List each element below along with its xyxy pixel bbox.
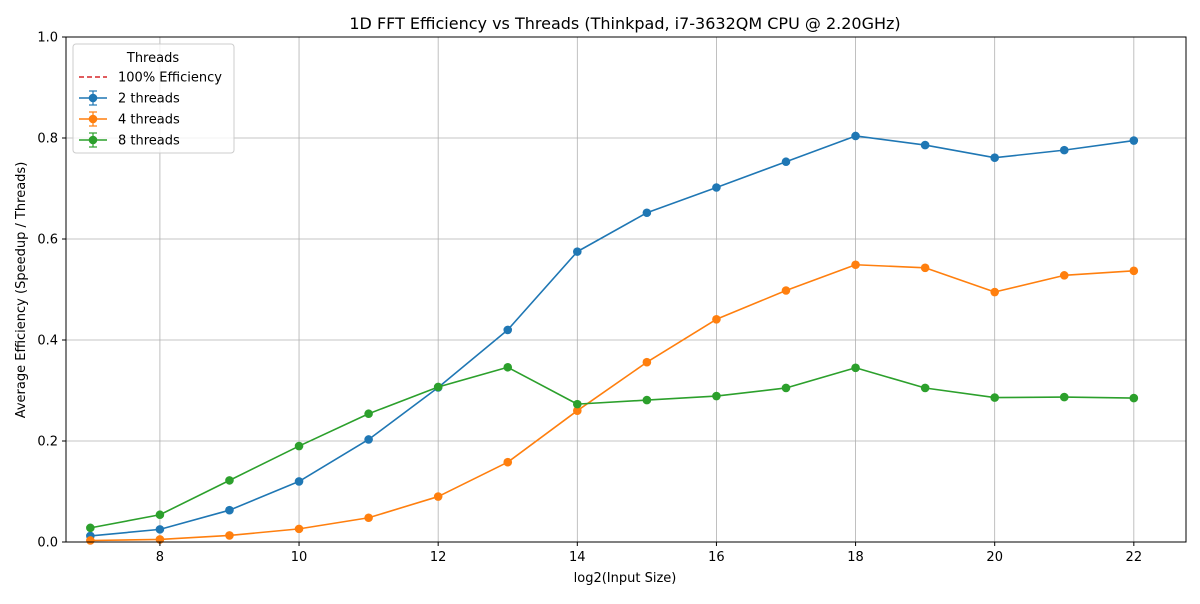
series-line <box>90 135 1134 537</box>
data-point <box>920 140 930 150</box>
data-point <box>712 391 721 401</box>
series-line <box>90 263 1134 542</box>
legend-entry: 8 threads <box>79 132 180 149</box>
data-point <box>712 314 721 324</box>
y-tick-label: 0.4 <box>37 334 58 349</box>
y-axis-label: Average Efficiency (Speedup / Threads) <box>14 162 29 419</box>
legend-label: 8 threads <box>118 134 180 149</box>
chart-title: 1D FFT Efficiency vs Threads (Thinkpad, … <box>349 14 900 33</box>
series-2-threads <box>86 131 1139 541</box>
legend-entry-reference: 100% Efficiency <box>79 71 222 86</box>
data-point <box>1059 271 1069 280</box>
plot-frame <box>65 36 1187 543</box>
data-point <box>1059 145 1069 155</box>
y-tick-label: 0.8 <box>37 132 58 147</box>
y-tick-label: 0.2 <box>37 435 58 450</box>
data-point <box>503 362 513 372</box>
data-point <box>573 406 582 416</box>
x-axis-label: log2(Input Size) <box>574 571 677 586</box>
data-point <box>920 263 930 273</box>
data-point <box>1129 136 1139 145</box>
x-tick-label: 14 <box>569 550 586 565</box>
legend-entry: 4 threads <box>79 111 180 128</box>
data-point <box>990 153 999 162</box>
data-point <box>1129 266 1139 276</box>
data-point <box>851 363 860 373</box>
data-point <box>294 441 304 451</box>
legend-marker <box>88 135 98 145</box>
legend-label: 100% Efficiency <box>118 71 222 86</box>
data-point <box>294 477 304 486</box>
data-point <box>86 523 95 533</box>
series-line <box>90 366 1134 529</box>
data-point <box>503 325 513 335</box>
data-point <box>851 260 860 270</box>
data-point <box>990 393 999 402</box>
data-point <box>155 510 165 520</box>
data-point <box>642 208 652 218</box>
data-point <box>1059 392 1069 402</box>
x-tick-label: 18 <box>847 550 864 565</box>
data-point <box>225 505 234 515</box>
data-point <box>781 157 791 167</box>
data-point <box>86 536 95 545</box>
data-point <box>781 383 791 393</box>
data-point <box>712 183 721 192</box>
legend-box <box>72 43 235 154</box>
data-point <box>364 435 373 444</box>
y-tick-label: 0.0 <box>37 536 58 551</box>
x-tick-label: 12 <box>430 550 447 565</box>
x-tick-label: 20 <box>986 550 1003 565</box>
series-8-threads <box>86 362 1139 533</box>
data-point <box>990 287 999 297</box>
data-point <box>225 531 234 540</box>
x-tick-label: 16 <box>708 550 725 565</box>
series-4-threads <box>86 260 1139 545</box>
data-point <box>781 286 791 295</box>
data-point <box>433 382 443 392</box>
x-tick-label: 22 <box>1126 550 1143 565</box>
data-point <box>364 409 373 419</box>
y-tick-label: 0.6 <box>37 233 58 248</box>
data-point <box>225 476 234 485</box>
data-point <box>851 131 860 141</box>
data-point <box>433 492 443 501</box>
data-point <box>1129 393 1139 403</box>
legend-entry: 2 threads <box>79 90 180 107</box>
data-point <box>155 525 165 534</box>
legend-marker <box>88 114 98 124</box>
legend-label: 4 threads <box>118 113 180 128</box>
data-point <box>573 399 582 409</box>
legend-label: 2 threads <box>118 92 180 107</box>
legend: Threads 100% Efficiency 2 threads 4 thread… <box>72 43 235 154</box>
data-point <box>364 513 373 523</box>
x-tick-label: 10 <box>291 550 308 565</box>
legend-marker <box>88 93 98 103</box>
x-tick-label: 8 <box>156 550 164 565</box>
y-tick-label: 1.0 <box>37 31 58 46</box>
legend-title: Threads <box>126 51 179 66</box>
data-point <box>642 395 652 405</box>
data-point <box>642 357 652 367</box>
data-point <box>920 383 930 393</box>
data-point <box>503 457 513 467</box>
axis-ticks: 8 10 12 14 16 18 20 22 0.0 0.2 0.4 0.6 0.8 1.0 <box>37 31 1142 566</box>
data-point <box>573 247 582 256</box>
data-point <box>294 524 304 534</box>
series-group <box>86 131 1139 545</box>
